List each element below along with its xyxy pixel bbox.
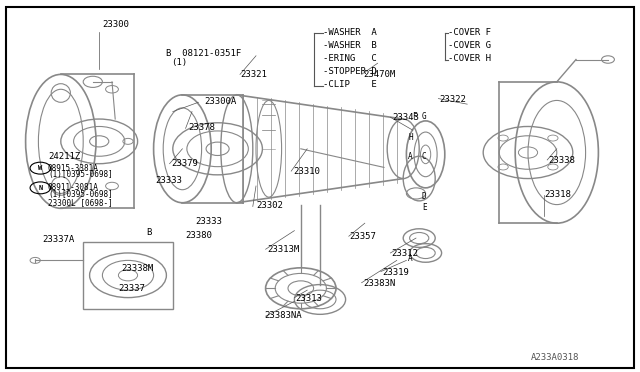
- Text: A: A: [408, 153, 412, 161]
- Text: 23333: 23333: [155, 176, 182, 185]
- Text: 23313M: 23313M: [268, 246, 300, 254]
- Text: 23319: 23319: [382, 268, 409, 277]
- Text: W: W: [38, 165, 42, 171]
- Text: 23321: 23321: [240, 70, 267, 79]
- Text: 23322: 23322: [440, 95, 467, 104]
- Text: 24211Z: 24211Z: [48, 153, 80, 161]
- Text: 23337: 23337: [118, 284, 145, 293]
- Text: D: D: [422, 192, 426, 201]
- Text: 23300A: 23300A: [205, 97, 237, 106]
- Bar: [83, 242, 173, 309]
- Text: 23300: 23300: [102, 20, 129, 29]
- Text: 23343: 23343: [392, 113, 419, 122]
- Text: 23310: 23310: [293, 167, 320, 176]
- Text: B  08121-0351F: B 08121-0351F: [166, 49, 242, 58]
- Text: -COVER F: -COVER F: [448, 28, 491, 37]
- Text: 23338: 23338: [548, 156, 575, 165]
- Text: -ERING   C: -ERING C: [323, 54, 377, 63]
- Text: 23383N: 23383N: [363, 279, 395, 288]
- Text: 23318: 23318: [545, 190, 572, 199]
- Text: -WASHER  A: -WASHER A: [323, 28, 377, 37]
- Text: N: N: [38, 185, 42, 191]
- Text: 23470M: 23470M: [363, 70, 395, 79]
- Text: -WASHER  B: -WASHER B: [323, 41, 377, 50]
- Text: 08911-3081A: 08911-3081A: [48, 183, 99, 192]
- Text: 08915-3381A: 08915-3381A: [48, 164, 99, 173]
- Text: (1): (1): [172, 58, 188, 67]
- Text: B: B: [146, 228, 151, 237]
- Text: 23379: 23379: [172, 159, 198, 168]
- Text: G: G: [422, 112, 426, 121]
- Text: A: A: [408, 254, 412, 263]
- Text: F: F: [412, 112, 417, 121]
- Text: 23312: 23312: [392, 249, 419, 258]
- Text: E: E: [422, 203, 426, 212]
- Text: -CLIP    E: -CLIP E: [323, 80, 377, 89]
- Text: 23337A: 23337A: [42, 235, 74, 244]
- Text: 23333: 23333: [195, 217, 222, 226]
- Text: H: H: [408, 133, 413, 142]
- Text: 23300L [0698-]: 23300L [0698-]: [48, 198, 113, 207]
- Text: -COVER H: -COVER H: [448, 54, 491, 63]
- Text: (1)[0395-0698]: (1)[0395-0698]: [48, 170, 113, 179]
- Text: 23378: 23378: [189, 123, 216, 132]
- Text: 23357: 23357: [349, 232, 376, 241]
- Text: -COVER G: -COVER G: [448, 41, 491, 50]
- Text: C: C: [422, 153, 426, 161]
- Text: 23302: 23302: [256, 201, 283, 210]
- Text: 23383NA: 23383NA: [264, 311, 302, 320]
- Text: 23380: 23380: [186, 231, 212, 240]
- Text: A233A0318: A233A0318: [531, 353, 580, 362]
- Text: 23313: 23313: [296, 294, 323, 303]
- Text: -STOPPER D: -STOPPER D: [323, 67, 377, 76]
- Text: (1)[0395-0698]: (1)[0395-0698]: [48, 190, 113, 199]
- Text: 23338M: 23338M: [122, 264, 154, 273]
